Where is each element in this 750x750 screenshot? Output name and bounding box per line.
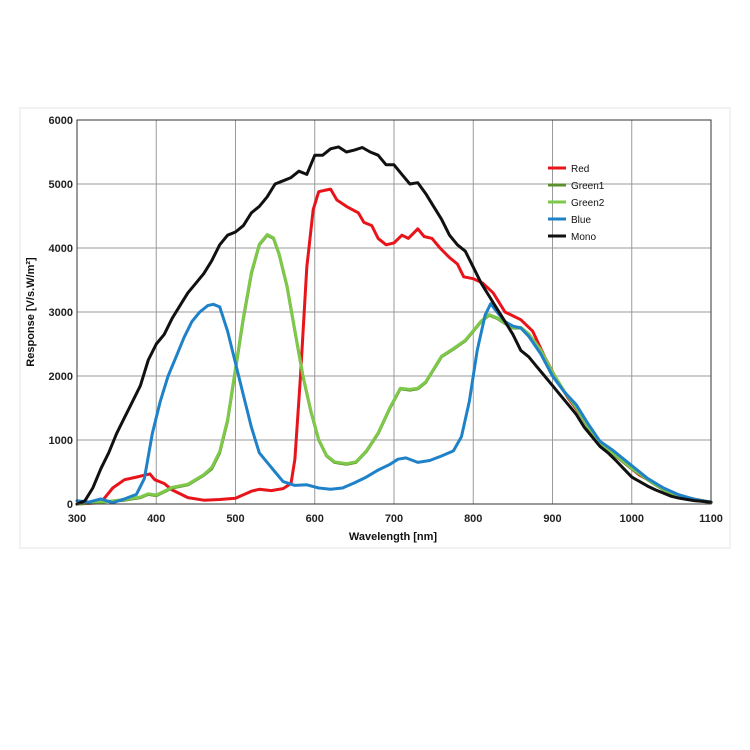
y-tick-label: 4000 — [49, 243, 73, 255]
x-tick-label: 400 — [147, 513, 165, 525]
legend-label-mono: Mono — [571, 232, 596, 243]
x-tick-label: 800 — [464, 513, 482, 525]
y-tick-label: 1000 — [49, 435, 73, 447]
legend-label-red: Red — [571, 164, 589, 175]
y-tick-label: 6000 — [49, 115, 73, 127]
x-tick-label: 1100 — [699, 513, 723, 525]
y-tick-labels: 0 1000 2000 3000 4000 5000 6000 — [49, 115, 73, 511]
legend-label-green2: Green2 — [571, 198, 605, 209]
x-tick-label: 700 — [385, 513, 403, 525]
series-line-mono — [75, 145, 713, 506]
y-tick-label: 5000 — [49, 179, 73, 191]
x-tick-label: 600 — [306, 513, 324, 525]
x-axis-label: Wavelength [nm] — [349, 531, 438, 543]
x-tick-label: 1000 — [620, 513, 644, 525]
y-axis-label: Response [V/s.W/m²] — [25, 257, 37, 367]
x-tick-label: 500 — [226, 513, 244, 525]
legend-label-green1: Green1 — [571, 181, 605, 192]
x-tick-label: 900 — [543, 513, 561, 525]
x-tick-label: 300 — [68, 513, 86, 525]
series-lines — [75, 145, 713, 506]
x-tick-labels: 300 400 500 600 700 800 900 1000 1100 — [68, 513, 723, 525]
y-tick-label: 2000 — [49, 371, 73, 383]
y-tick-label: 3000 — [49, 307, 73, 319]
legend-label-blue: Blue — [571, 215, 591, 226]
chart-background — [19, 107, 731, 549]
series-line-blue — [75, 302, 713, 505]
plot-frame — [76, 119, 712, 505]
y-tick-label: 0 — [67, 499, 73, 511]
legend: Red Green1 Green2 Blue Mono — [548, 164, 605, 243]
